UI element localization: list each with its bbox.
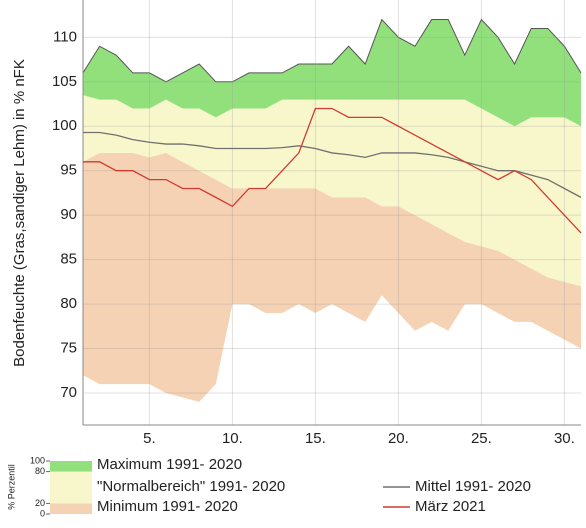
x-tick-label: 25. (471, 430, 492, 447)
legend-swatch (50, 503, 92, 514)
legend-swatch (50, 471, 92, 504)
x-tick-label: 15. (305, 430, 326, 447)
legend-label: Mittel 1991- 2020 (415, 478, 531, 495)
legend-label: März 2021 (415, 498, 486, 515)
band-area (83, 95, 581, 287)
x-tick-label: 5. (143, 430, 156, 447)
series-line (83, 107, 582, 234)
y-tick-label: 70 (60, 384, 77, 401)
series-line (83, 131, 582, 198)
y-tick-label: 100 (52, 117, 77, 134)
legend-scale-tick: 20 (35, 498, 45, 508)
band-area (83, 152, 581, 402)
y-tick-label: 75 (60, 340, 77, 357)
y-axis-label: Bodenfeuchte (Gras,sandiger Lehm) in % n… (11, 59, 28, 367)
band-edge (82, 18, 582, 83)
y-tick-label: 80 (60, 295, 77, 312)
legend-label: Maximum 1991- 2020 (97, 456, 242, 473)
legend-scale-tick: 80 (35, 466, 45, 476)
y-tick-label: 95 (60, 162, 77, 179)
x-tick-label: 20. (388, 430, 409, 447)
legend-scale-label: % Perzentil (6, 464, 16, 510)
x-tick-label: 30. (554, 430, 575, 447)
legend-label: "Normalbereich" 1991- 2020 (97, 478, 285, 495)
y-tick-label: 110 (53, 28, 77, 45)
y-tick-label: 90 (60, 206, 77, 223)
legend-scale-tick: 100 (30, 455, 45, 465)
x-tick-label: 10. (222, 430, 243, 447)
legend-scale-tick: 0 (40, 508, 45, 518)
band-area (83, 19, 581, 127)
legend-swatch (50, 461, 92, 472)
legend-label: Minimum 1991- 2020 (97, 498, 238, 515)
y-tick-label: 85 (60, 251, 77, 268)
y-tick-label: 105 (52, 73, 77, 90)
